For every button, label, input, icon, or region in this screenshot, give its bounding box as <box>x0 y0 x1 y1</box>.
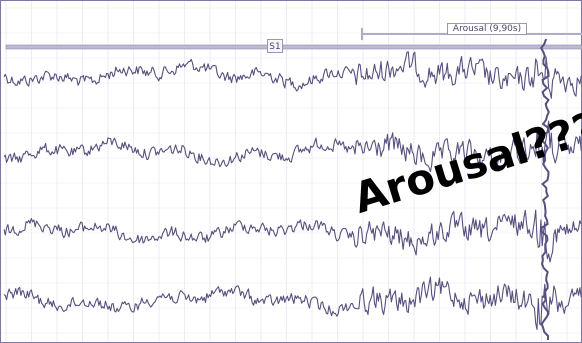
eeg-channel-trace-3 <box>3 209 582 263</box>
stage-marker[interactable]: S1 <box>267 39 283 53</box>
epoch-band <box>5 44 582 50</box>
eeg-channel-trace-4 <box>3 276 582 330</box>
event-label[interactable]: Arousal (9,90s) <box>447 23 527 35</box>
eeg-channel-trace-1 <box>3 51 582 99</box>
eeg-traces <box>3 39 582 341</box>
eeg-channel-trace-2 <box>3 120 582 173</box>
artifact-spike <box>540 39 550 341</box>
